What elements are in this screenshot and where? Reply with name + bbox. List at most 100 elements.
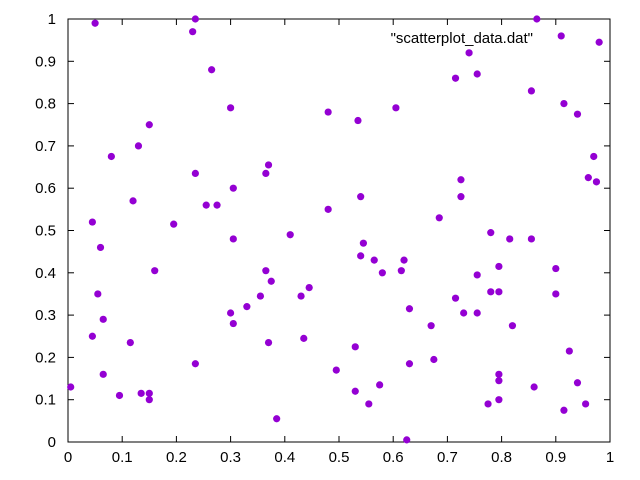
data-point	[457, 193, 465, 201]
data-point	[208, 66, 216, 74]
data-point	[189, 28, 197, 36]
data-point	[145, 121, 153, 129]
data-point	[96, 243, 105, 252]
data-point	[267, 277, 275, 285]
data-point	[473, 309, 481, 317]
data-point	[88, 218, 96, 226]
data-point	[378, 269, 386, 277]
x-tick-label: 0.1	[112, 449, 133, 466]
data-point	[595, 38, 603, 46]
data-point	[560, 406, 568, 414]
data-point	[332, 366, 340, 374]
data-point	[191, 169, 199, 177]
data-point	[557, 32, 565, 40]
data-point	[324, 108, 332, 116]
data-point	[357, 252, 365, 260]
y-tick-label: 0.4	[35, 265, 56, 282]
y-tick-label: 0.7	[35, 138, 56, 155]
data-point	[376, 381, 384, 389]
legend: "scatterplot_data.dat"	[391, 30, 533, 47]
data-point	[227, 309, 235, 317]
data-point	[582, 400, 590, 408]
y-tick-label: 0	[48, 434, 56, 451]
data-point	[305, 284, 313, 292]
y-tick-label: 0.5	[35, 223, 56, 240]
data-point	[533, 15, 541, 23]
data-point	[202, 201, 210, 209]
data-point	[126, 338, 134, 347]
x-tick-label: 0.2	[166, 449, 187, 466]
data-point	[487, 288, 495, 296]
data-point	[300, 334, 308, 342]
data-point	[137, 389, 145, 397]
y-tick-label: 0.3	[35, 307, 56, 324]
data-point	[286, 231, 294, 239]
data-point	[560, 100, 568, 108]
data-point	[565, 347, 573, 355]
data-point	[592, 178, 601, 186]
data-point	[487, 229, 495, 237]
data-point	[473, 70, 481, 78]
data-point	[495, 262, 503, 271]
data-point	[262, 169, 270, 177]
data-point	[354, 116, 362, 125]
data-point	[370, 256, 378, 264]
data-point	[484, 400, 492, 408]
data-point	[351, 343, 359, 351]
data-point	[357, 193, 365, 201]
data-point	[405, 360, 414, 368]
data-point	[457, 176, 465, 184]
data-point	[552, 264, 560, 273]
data-point	[229, 319, 237, 328]
x-tick-label: 0.7	[437, 449, 458, 466]
data-point	[115, 391, 124, 400]
data-points	[67, 15, 603, 444]
data-point	[191, 15, 199, 23]
data-point	[495, 288, 503, 296]
x-tick-label: 0.8	[491, 449, 512, 466]
legend-label: "scatterplot_data.dat"	[391, 30, 533, 47]
data-point	[403, 436, 411, 444]
y-tick-label: 1	[48, 11, 56, 28]
data-point	[573, 379, 582, 387]
data-point	[435, 214, 443, 222]
y-tick-label: 0.9	[35, 53, 56, 70]
data-point	[392, 104, 400, 112]
data-point	[397, 267, 405, 275]
data-point	[495, 370, 503, 378]
data-point	[584, 174, 592, 182]
data-point	[495, 377, 503, 385]
x-tick-label: 0.5	[329, 449, 350, 466]
data-point	[191, 360, 199, 368]
data-point	[262, 267, 270, 275]
x-tick-label: 0.6	[383, 449, 404, 466]
data-point	[495, 396, 503, 404]
data-point	[151, 267, 159, 275]
data-point	[552, 290, 560, 298]
data-point	[400, 256, 408, 264]
tick-marks	[67, 18, 611, 443]
data-point	[145, 389, 153, 397]
data-point	[256, 292, 265, 300]
data-point	[99, 315, 107, 323]
data-point	[229, 235, 237, 243]
data-point	[527, 235, 536, 243]
data-point	[67, 383, 75, 391]
y-tick-label: 0.6	[35, 180, 56, 197]
data-point	[508, 322, 517, 330]
x-tick-label: 0.3	[220, 449, 241, 466]
data-point	[359, 239, 367, 247]
data-point	[460, 309, 468, 317]
data-point	[94, 290, 102, 298]
data-point	[573, 110, 582, 118]
data-point	[527, 87, 536, 95]
x-tick-label: 0.4	[274, 449, 295, 466]
data-point	[530, 383, 538, 391]
data-point	[99, 370, 107, 378]
data-point	[506, 235, 514, 243]
data-point	[273, 415, 281, 423]
data-point	[451, 74, 460, 82]
data-point	[129, 197, 137, 205]
